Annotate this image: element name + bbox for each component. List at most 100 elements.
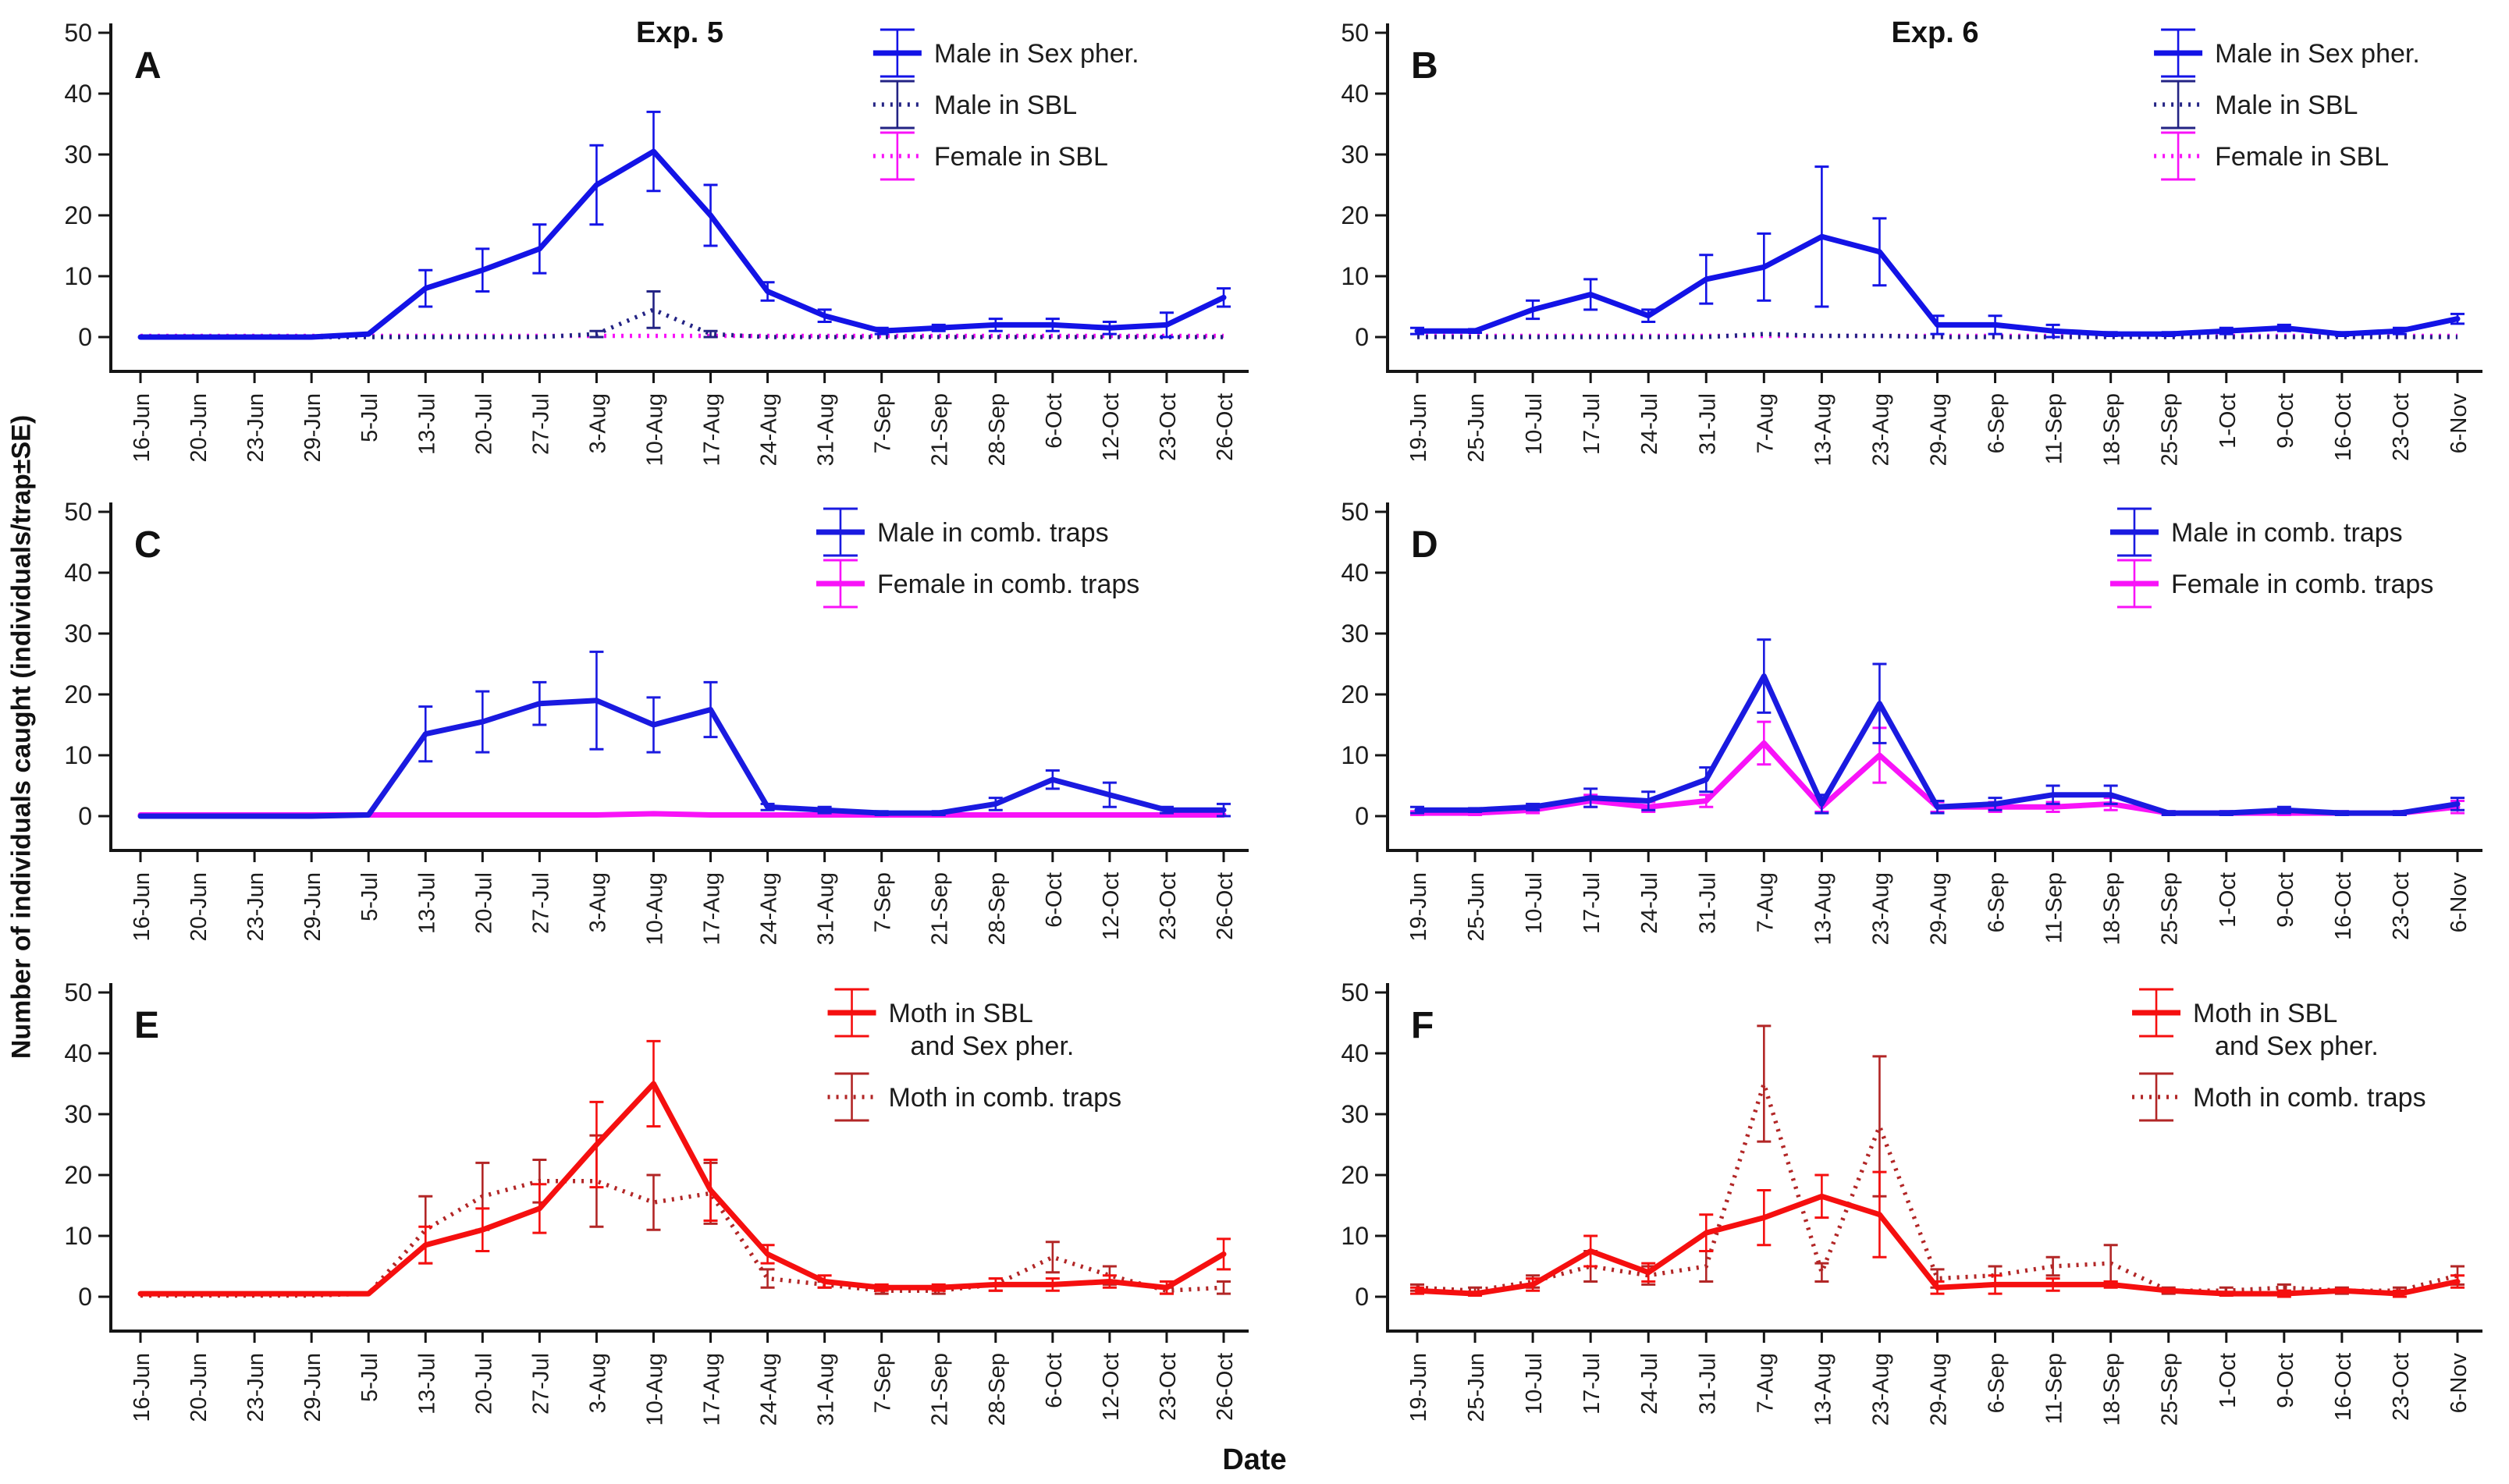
x-tick-label: 18-Sep (2100, 1353, 2125, 1426)
y-axis-ticks: 0 10 20 30 40 50 (1341, 19, 1388, 351)
x-tick-label: 27-Jul (528, 1353, 553, 1415)
x-tick-label: 1-Oct (2216, 393, 2241, 449)
x-tick-label: 17-Jul (1580, 1353, 1605, 1415)
legend-label: and Sex pher. (2215, 1031, 2379, 1061)
y-tick-label: 20 (64, 201, 92, 229)
x-tick-label: 23-Oct (2389, 872, 2414, 940)
series-male-in-sbl (140, 290, 1224, 339)
y-tick-label: 40 (1341, 559, 1369, 587)
x-tick-label: 23-Jun (243, 1353, 268, 1422)
x-tick-label: 10-Jul (1522, 393, 1547, 455)
x-tick-label: 23-Oct (1156, 1353, 1181, 1421)
x-tick-label: 17-Jul (1580, 393, 1605, 455)
x-tick-label: 10-Aug (642, 872, 667, 946)
x-tick-label: 10-Aug (642, 1353, 667, 1426)
panel-d-chart: 0 10 20 30 40 50 19-Jun 25-Jun 10-Jul 17-Jul 24-Ju… (1341, 498, 2482, 946)
x-tick-label: 5-Jul (357, 1353, 382, 1402)
series-male-in-sex-pher (1410, 165, 2465, 339)
x-tick-label: 24-Aug (757, 1353, 782, 1426)
x-tick-label: 24-Aug (757, 872, 782, 946)
x-tick-label: 6-Oct (1042, 872, 1067, 928)
x-tick-label: 16-Jun (130, 872, 155, 942)
y-tick-label: 50 (1341, 19, 1369, 47)
panel-a-chart: 0 10 20 30 40 50 16-Jun 20-Jun 23-Jun 29-Jun 5-Jul… (64, 16, 1249, 467)
series-male-in-sbl (1417, 332, 2457, 339)
x-tick-label: 20-Jun (187, 393, 211, 463)
x-tick-label: 29-Aug (1927, 1353, 1952, 1426)
x-tick-label: 16-Jun (130, 1353, 155, 1422)
x-tick-label: 31-Aug (814, 1353, 839, 1426)
x-tick-label: 21-Sep (928, 393, 953, 467)
x-tick-label: 13-Jul (414, 1353, 439, 1415)
y-tick-label: 30 (64, 1100, 92, 1128)
y-tick-label: 40 (1341, 1039, 1369, 1067)
x-tick-label: 3-Aug (585, 1353, 610, 1413)
y-tick-label: 10 (1341, 1222, 1369, 1250)
x-tick-label: 10-Jul (1522, 872, 1547, 934)
x-tick-label: 23-Oct (1156, 393, 1181, 461)
y-tick-label: 10 (1341, 262, 1369, 290)
y-tick-label: 50 (1341, 498, 1369, 526)
panel-letter: C (134, 524, 162, 566)
x-tick-label: 19-Jun (1406, 1353, 1431, 1422)
x-tick-label: 17-Aug (700, 393, 725, 467)
x-tick-label: 10-Aug (642, 393, 667, 467)
panel-f-chart: 0 10 20 30 40 50 19-Jun 25-Jun 10-Jul 17-Jul 24-Ju… (1341, 978, 2482, 1426)
x-axis-ticks: 19-Jun 25-Jun 10-Jul 17-Jul 24-Jul 31-Jul 7-Au… (1406, 371, 2472, 467)
x-tick-label: 6-Sep (1985, 1353, 2010, 1413)
series-male-in-sex-pher (137, 110, 1231, 340)
x-tick-label: 9-Oct (2273, 1353, 2298, 1408)
series-line (1414, 233, 2461, 337)
y-axis-ticks: 0 10 20 30 40 50 (64, 498, 111, 830)
legend-label: Male in comb. traps (877, 518, 1109, 548)
x-tick-label: 12-Oct (1099, 1353, 1124, 1421)
y-tick-label: 30 (1341, 620, 1369, 648)
x-tick-label: 12-Oct (1099, 872, 1124, 940)
series-moth-in-comb-traps (140, 1134, 1231, 1298)
y-axis-ticks: 0 10 20 30 40 50 (1341, 498, 1388, 830)
y-tick-label: 50 (64, 498, 92, 526)
legend-label: Male in SBL (934, 91, 1077, 120)
y-tick-label: 20 (1341, 680, 1369, 708)
legend-label: Moth in SBL (889, 999, 1033, 1028)
x-tick-label: 20-Jun (187, 1353, 211, 1422)
x-tick-label: 28-Sep (985, 1353, 1010, 1426)
x-tick-label: 23-Aug (1868, 393, 1893, 467)
x-tick-label: 23-Aug (1868, 1353, 1893, 1426)
x-tick-label: 27-Jul (528, 872, 553, 934)
y-tick-label: 50 (64, 19, 92, 47)
x-tick-label: 29-Jun (300, 393, 325, 463)
x-tick-label: 25-Sep (2158, 1353, 2183, 1426)
y-tick-label: 0 (78, 802, 92, 830)
legend-label: Moth in comb. traps (2193, 1083, 2426, 1113)
x-tick-label: 31-Jul (1695, 872, 1720, 934)
panel-title: Exp. 5 (636, 16, 723, 49)
legend: Moth in SBL and Sex pher. Moth in comb. tr… (2132, 988, 2426, 1122)
x-tick-label: 5-Jul (357, 872, 382, 921)
y-tick-label: 10 (64, 1222, 92, 1250)
legend-label: Female in comb. traps (2171, 570, 2433, 599)
x-tick-label: 29-Jun (300, 1353, 325, 1422)
x-axis-ticks: 19-Jun 25-Jun 10-Jul 17-Jul 24-Jul 31-Jul 7-Au… (1406, 1331, 2472, 1426)
y-tick-label: 40 (64, 559, 92, 587)
legend: Male in comb. traps Female in comb. traps (816, 507, 1139, 609)
x-tick-label: 11-Sep (2042, 1353, 2067, 1424)
y-tick-label: 0 (78, 1283, 92, 1311)
x-tick-label: 24-Aug (757, 393, 782, 467)
series-moth-in-comb-traps (1410, 1024, 2465, 1295)
panel-letter: B (1411, 45, 1438, 87)
x-tick-label: 10-Jul (1522, 1353, 1547, 1415)
series-moth-in-sbl-and-sex-pher (137, 1039, 1231, 1297)
x-tick-label: 9-Oct (2273, 872, 2298, 928)
x-tick-label: 11-Sep (2042, 393, 2067, 464)
x-axis-ticks: 16-Jun 20-Jun 23-Jun 29-Jun 5-Jul 13-Jul 20-Ju… (130, 371, 1238, 467)
x-axis-ticks: 16-Jun 20-Jun 23-Jun 29-Jun 5-Jul 13-Jul 20-Ju… (130, 850, 1238, 946)
x-tick-label: 9-Oct (2273, 393, 2298, 449)
y-tick-label: 20 (64, 680, 92, 708)
series-line (1414, 1193, 2461, 1297)
y-tick-label: 50 (64, 978, 92, 1006)
x-tick-label: 13-Jul (414, 872, 439, 934)
x-tick-label: 23-Oct (2389, 393, 2414, 461)
x-tick-label: 13-Jul (414, 393, 439, 455)
x-tick-label: 28-Sep (985, 872, 1010, 946)
